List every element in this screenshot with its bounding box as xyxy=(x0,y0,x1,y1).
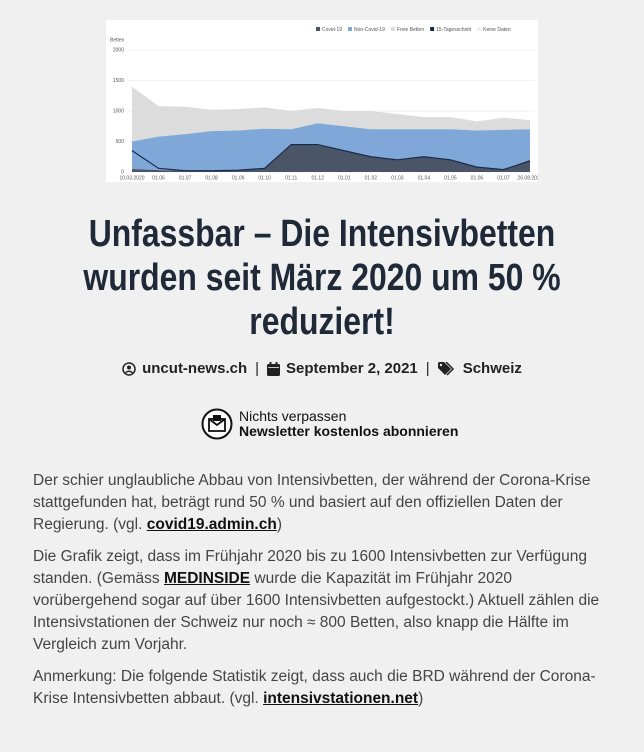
separator: | xyxy=(255,360,260,377)
meta: uncut-news.ch | September 2, 2021 | Schweiz xyxy=(0,360,644,377)
x-tick-label: 01.11 xyxy=(285,175,297,181)
separator: | xyxy=(425,360,430,377)
x-tick-label: 01.02 xyxy=(365,175,378,181)
text: ) xyxy=(276,516,282,533)
date: September 2, 2021 xyxy=(286,360,418,377)
text: Die Grafik zeigt, dass im Frühjahr 2020 … xyxy=(33,548,587,587)
text: ) xyxy=(418,690,424,707)
title-line: wurden seit März 2020 um 50 % xyxy=(83,257,561,299)
text: Der schier unglaubliche Abbau von Intens… xyxy=(33,472,591,533)
x-tick-label: 01.04 xyxy=(418,175,431,181)
category[interactable]: Schweiz xyxy=(462,360,522,377)
legend-swatch xyxy=(477,27,482,31)
legend-swatch xyxy=(316,27,320,31)
y-tick-label: 1500 xyxy=(113,78,124,84)
x-tick-label: 01.06 xyxy=(471,175,484,181)
legend-label: Non-Covid-19 xyxy=(354,27,385,33)
link[interactable]: covid19.admin.ch xyxy=(146,516,277,533)
area xyxy=(132,86,530,142)
newsletter-icon xyxy=(201,408,233,440)
y-axis-label: Betten xyxy=(110,37,125,43)
x-tick-label: 26.08.2021 xyxy=(517,175,538,181)
link[interactable]: intensivstationen.net xyxy=(263,690,419,707)
y-tick-label: 500 xyxy=(116,139,125,145)
tag-icon xyxy=(437,361,454,376)
x-tick-label: 01.12 xyxy=(311,175,324,181)
x-tick-label: 01.07 xyxy=(497,175,510,181)
article-body: Der schier unglaubliche Abbau von Intens… xyxy=(33,470,613,720)
newsletter-line: Nichts verpassen xyxy=(239,408,347,424)
legend-label: Keine Daten xyxy=(483,27,511,33)
newsletter[interactable]: Nichts verpassen Newsletter kostenlos abo… xyxy=(201,408,458,440)
article-title: Unfassbar – Die Intensivbetten wurden se… xyxy=(52,212,593,344)
link[interactable]: MEDINSIDE xyxy=(163,570,251,587)
y-tick-label: 2000 xyxy=(113,47,124,53)
x-tick-label: 01.07 xyxy=(179,175,192,181)
chart: Betten 0 500 1000 1500 2000 10.03.2020 01.06 01.… xyxy=(106,20,538,182)
x-tick-label: 01.01 xyxy=(338,175,351,181)
paragraph: Der schier unglaubliche Abbau von Intens… xyxy=(33,470,613,536)
y-tick-label: 1000 xyxy=(113,108,124,114)
x-tick-label: 01.08 xyxy=(205,175,218,181)
legend-label: Covid-19 xyxy=(322,27,342,33)
newsletter-line: Newsletter kostenlos abonnieren xyxy=(239,423,459,439)
legend-swatch xyxy=(390,27,395,31)
paragraph: Die Grafik zeigt, dass im Frühjahr 2020 … xyxy=(33,546,613,656)
x-tick-label: 01.06 xyxy=(152,175,165,181)
date-icon xyxy=(267,362,281,376)
x-tick-label: 01.10 xyxy=(258,175,271,181)
x-tick-label: 01.03 xyxy=(391,175,404,181)
area xyxy=(132,144,530,172)
title-line: reduziert! xyxy=(249,301,395,343)
author[interactable]: uncut-news.ch xyxy=(142,360,248,377)
trend-line xyxy=(131,143,531,172)
x-tick-label: 01.05 xyxy=(444,175,457,181)
legend-swatch xyxy=(430,27,435,31)
text: Anmerkung: Die folgende Statistik zeigt,… xyxy=(33,668,596,707)
legend-label: 15-Tagesschnitt xyxy=(436,27,472,33)
y-tick-label: 0 xyxy=(121,169,124,175)
legend-label: Freie Betten xyxy=(397,27,424,33)
legend-swatch xyxy=(348,27,353,31)
x-tick-label: 01.09 xyxy=(232,175,245,181)
text: wurde die Kapazität im Frühjahr 2020 vor… xyxy=(33,570,600,653)
author-icon xyxy=(122,362,136,376)
title-line: Unfassbar – Die Intensivbetten xyxy=(88,213,556,255)
paragraph: Anmerkung: Die folgende Statistik zeigt,… xyxy=(33,666,613,710)
x-tick-label: 10.03.2020 xyxy=(119,175,144,181)
